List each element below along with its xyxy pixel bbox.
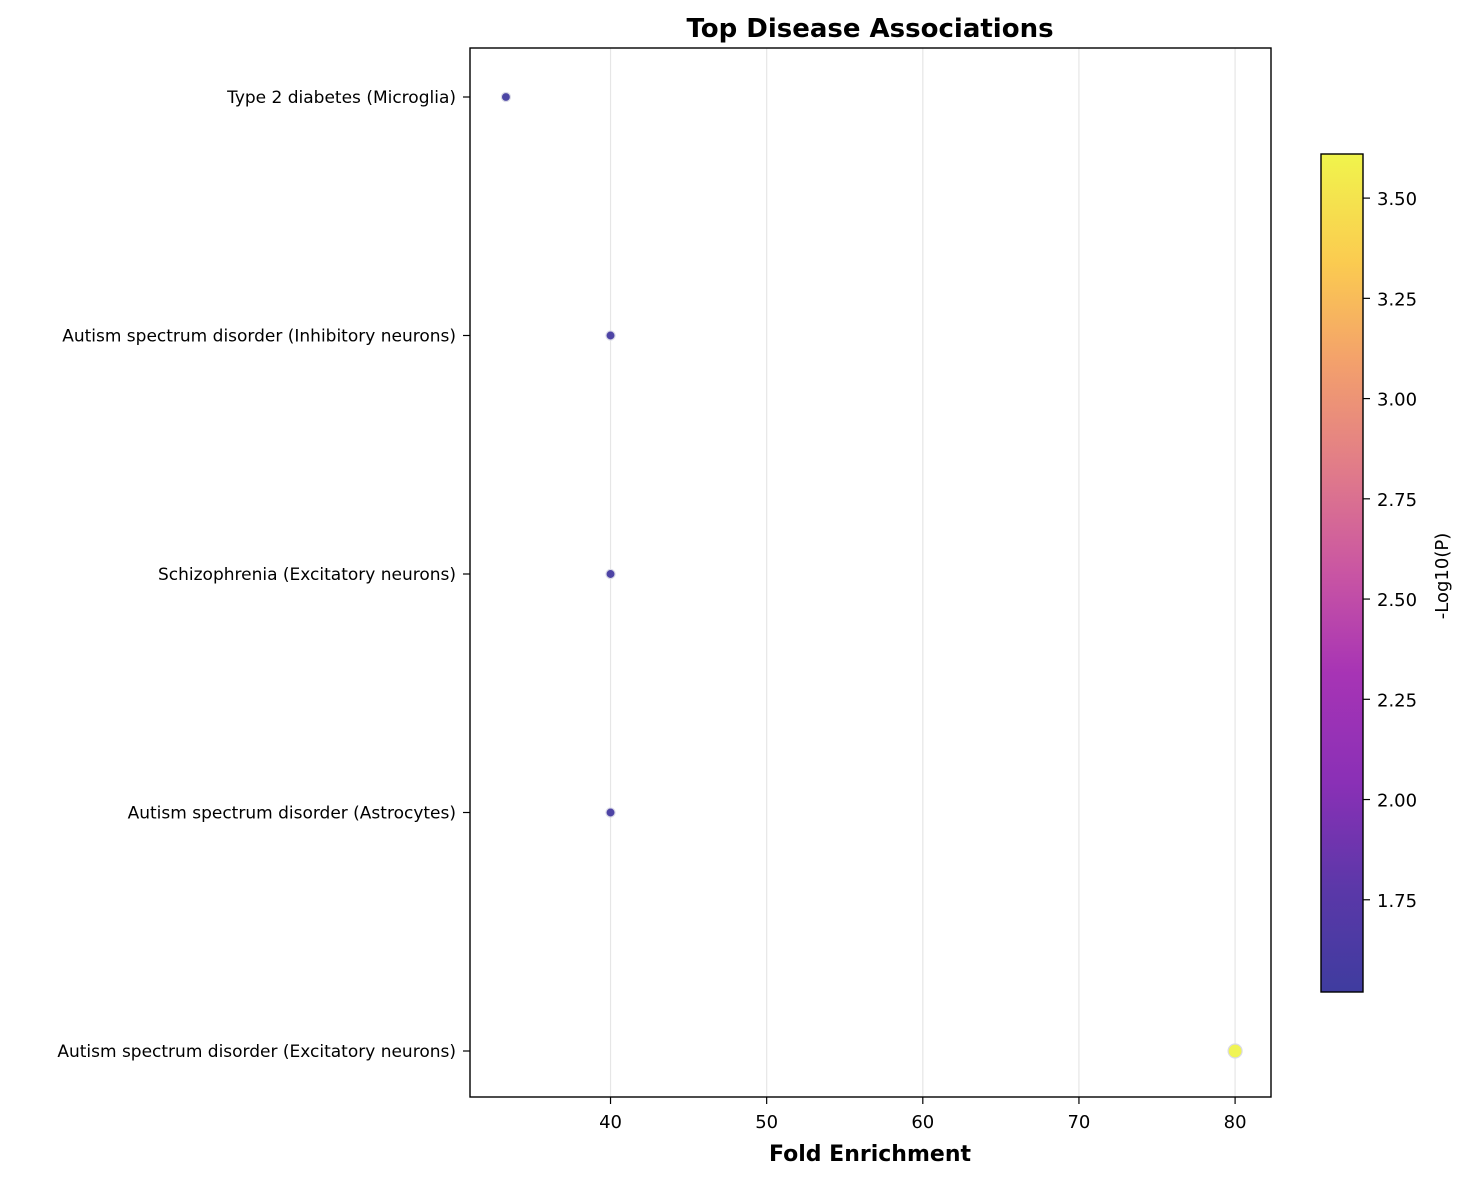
x-axis-label: Fold Enrichment: [769, 1142, 971, 1167]
y-axis: Type 2 diabetes (Microglia) Autism spectr…: [57, 88, 470, 1062]
colorbar-tick-label: 2.50: [1377, 590, 1417, 611]
data-point: [605, 807, 616, 818]
data-point: [605, 330, 616, 341]
grid-lines: [609, 48, 1236, 1097]
colorbar-tick-label: 3.50: [1377, 189, 1417, 210]
plot-area: [469, 47, 1272, 1098]
colorbar-tick-label: 2.00: [1377, 791, 1417, 812]
colorbar-tick-label: 2.25: [1377, 690, 1417, 711]
x-tick-label: 80: [1224, 1112, 1247, 1133]
x-tick-label: 70: [1067, 1112, 1090, 1133]
chart-title: Top Disease Associations: [686, 14, 1053, 44]
colorbar-label: -Log10(P): [1432, 533, 1453, 619]
colorbar-tick-label: 2.75: [1377, 490, 1417, 511]
colorbar-tick-label: 3.00: [1377, 390, 1417, 411]
y-tick-label: Type 2 diabetes (Microglia): [226, 88, 456, 108]
data-point: [500, 91, 512, 103]
colorbar: 1.75 2.00 2.25 2.50 2.75 3.00 3.25 3.50 -Log10(…: [1320, 153, 1453, 993]
colorbar-tick-label: 1.75: [1377, 891, 1417, 912]
colorbar-tick-label: 3.25: [1377, 289, 1417, 310]
x-tick-label: 60: [911, 1112, 934, 1133]
y-tick-label: Autism spectrum disorder (Inhibitory neu…: [62, 327, 456, 347]
y-tick-label: Autism spectrum disorder (Astrocytes): [128, 804, 456, 824]
data-point: [605, 568, 616, 580]
y-tick-label: Autism spectrum disorder (Excitatory neu…: [57, 1042, 456, 1062]
x-tick-label: 40: [599, 1112, 622, 1133]
data-point: [1227, 1043, 1243, 1059]
x-axis: 40 50 60 70 80: [599, 1097, 1247, 1133]
data-points: [500, 91, 1243, 1059]
colorbar-ticks: 1.75 2.00 2.25 2.50 2.75 3.00 3.25 3.50: [1363, 189, 1417, 912]
y-tick-label: Schizophrenia (Excitatory neurons): [158, 565, 456, 585]
colorbar-gradient: [1320, 153, 1364, 993]
x-tick-label: 50: [755, 1112, 778, 1133]
